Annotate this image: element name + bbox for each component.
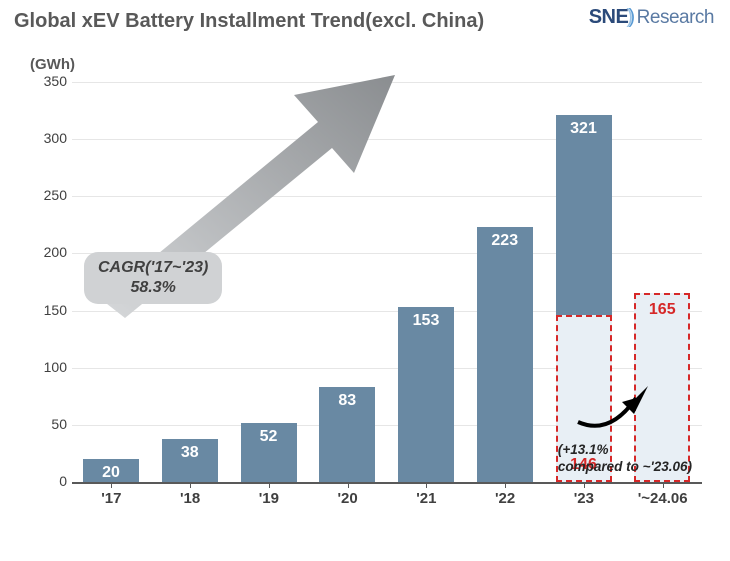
growth-note: (+13.1% compared to ~'23.06) — [558, 442, 692, 476]
x-tick-label: '23 — [545, 490, 624, 507]
bar-value-label: 38 — [162, 439, 218, 462]
y-tick-label: 350 — [27, 73, 67, 89]
logo-wave-inner: ) — [629, 6, 635, 28]
bar-value-label: 321 — [556, 115, 612, 138]
bar: 83 — [319, 387, 375, 482]
bar-value-label: 223 — [477, 227, 533, 250]
x-tick-label: '22 — [466, 490, 545, 507]
x-axis: '17'18'19'20'21'22'23'~24.06 — [72, 482, 702, 512]
y-tick-label: 200 — [27, 244, 67, 260]
bar-value-label: 20 — [83, 459, 139, 482]
overlay-value-label: 165 — [636, 301, 688, 319]
bar: 20 — [83, 459, 139, 482]
y-tick-label: 100 — [27, 359, 67, 375]
y-axis-label: (GWh) — [30, 56, 75, 73]
x-tick-label: '20 — [308, 490, 387, 507]
y-tick-label: 250 — [27, 187, 67, 203]
bar: 153 — [398, 307, 454, 482]
y-tick-label: 50 — [27, 416, 67, 432]
x-tick-label: '17 — [72, 490, 151, 507]
x-tick-label: '~24.06 — [623, 490, 702, 507]
y-tick-label: 300 — [27, 130, 67, 146]
bar: 223 — [477, 227, 533, 482]
x-tick-label: '21 — [387, 490, 466, 507]
chart-area: 0501001502002503003502038528315322332114… — [72, 82, 702, 512]
cagr-line2: 58.3% — [98, 278, 208, 298]
cagr-badge: CAGR('17~'23) 58.3% — [84, 252, 222, 304]
bar: 38 — [162, 439, 218, 482]
bar-value-label: 52 — [241, 423, 297, 446]
growth-note-line1: (+13.1% — [558, 442, 692, 459]
y-tick-label: 150 — [27, 302, 67, 318]
cagr-line1: CAGR('17~'23) — [98, 258, 208, 278]
x-tick-label: '18 — [151, 490, 230, 507]
comparison-arrow — [570, 378, 660, 438]
logo: SNE))Research — [589, 6, 714, 29]
growth-note-line2: compared to ~'23.06) — [558, 459, 692, 476]
x-tick-label: '19 — [230, 490, 309, 507]
bar: 52 — [241, 423, 297, 482]
logo-brand: SNE — [589, 6, 629, 28]
bar-value-label: 83 — [319, 387, 375, 410]
logo-suffix: Research — [637, 7, 714, 28]
chart-title: Global xEV Battery Installment Trend(exc… — [14, 10, 484, 33]
y-tick-label: 0 — [27, 473, 67, 489]
